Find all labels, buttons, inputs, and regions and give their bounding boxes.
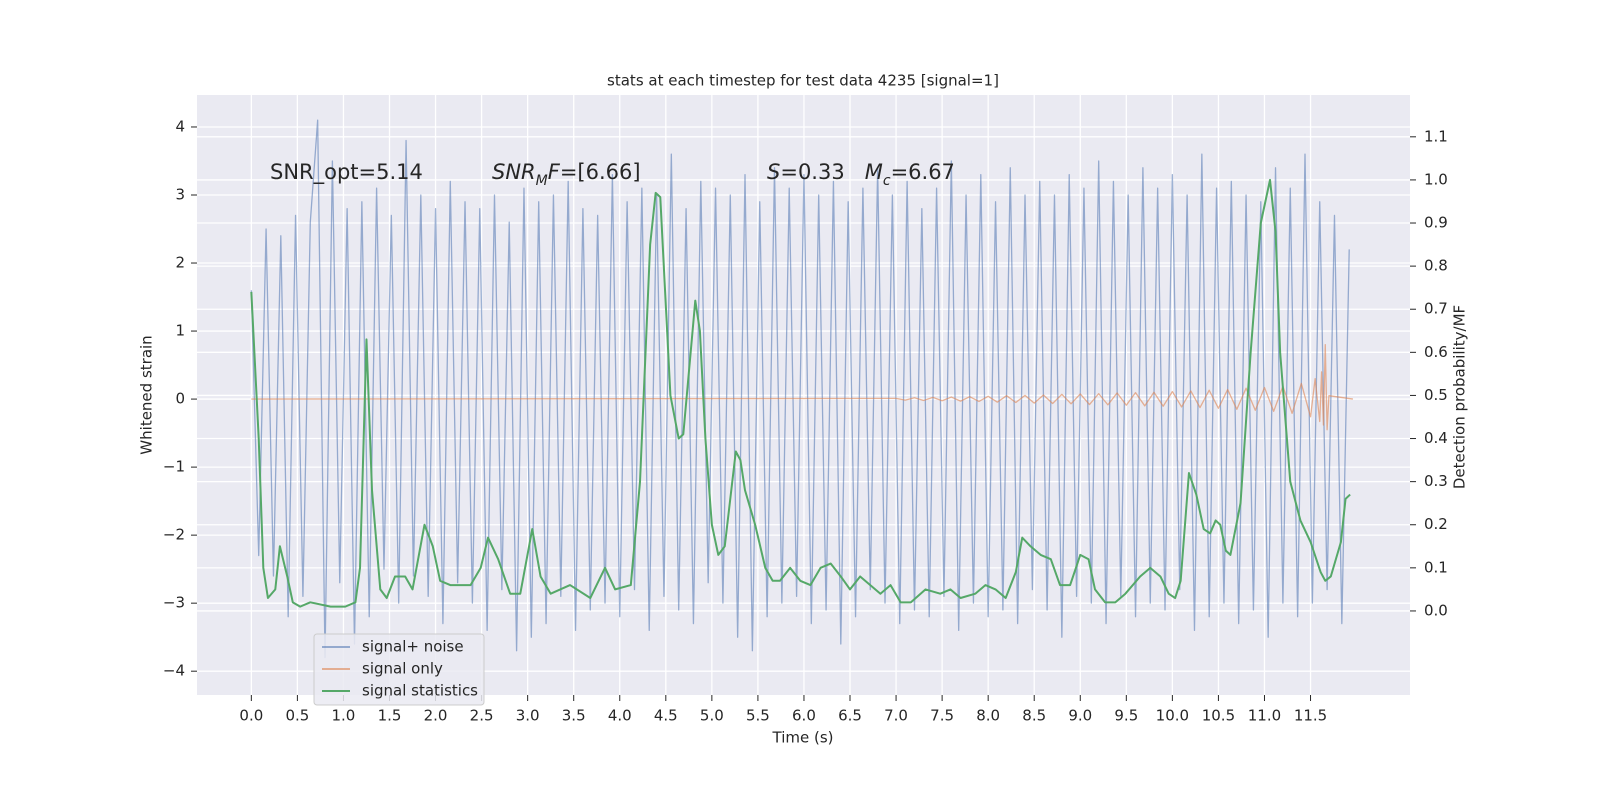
y2-axis-label: Detection probability/MF	[1451, 305, 1469, 489]
y2-tick-label: 0.8	[1424, 257, 1448, 275]
legend-box	[313, 633, 485, 706]
x-tick-label: 11.5	[1294, 707, 1327, 725]
annotation: SNR_opt=5.14	[270, 160, 423, 185]
legend-label: signal statistics	[362, 682, 478, 700]
x-tick-label: 9.0	[1068, 707, 1092, 725]
series-line	[250, 119, 1350, 659]
y2-tick-label: 0.9	[1424, 214, 1448, 232]
y-tick-label: 4	[175, 117, 185, 135]
y-tick-label: 2	[175, 254, 185, 272]
annotation-part: SNR	[492, 160, 536, 184]
y2-tick-label: 1.0	[1424, 170, 1448, 188]
y-tick-label: −3	[163, 594, 185, 612]
y2-tick-label: 1.1	[1424, 127, 1448, 145]
x-tick-label: 7.0	[884, 707, 908, 725]
y2-tick-label: 0.2	[1424, 515, 1448, 533]
x-tick-label: 4.0	[608, 707, 632, 725]
y-tick-label: −1	[163, 458, 185, 476]
annotation-part: M	[536, 173, 548, 189]
x-tick-label: 0.0	[239, 707, 263, 725]
x-tick-label: 10.0	[1156, 707, 1189, 725]
x-tick-label: 2.0	[424, 707, 448, 725]
annotation-part: SNR_opt=5.14	[270, 160, 423, 185]
series-line	[250, 178, 1351, 608]
x-tick-label: 3.0	[516, 707, 540, 725]
y2-tick-label: 0.1	[1424, 558, 1448, 576]
chart-title: stats at each timestep for test data 423…	[607, 72, 999, 90]
y2-tick-label: 0.0	[1424, 601, 1448, 619]
y-tick-label: 0	[175, 390, 185, 408]
legend: signal+ noise signal only signal statistic…	[313, 633, 485, 706]
y2-tick-label: 0.5	[1424, 386, 1448, 404]
x-tick-label: 6.0	[792, 707, 816, 725]
x-tick-label: 5.0	[700, 707, 724, 725]
y-tick-label: −2	[163, 526, 185, 544]
y2-tick-label: 0.4	[1424, 429, 1448, 447]
x-tick-label: 3.5	[562, 707, 586, 725]
x-tick-label: 7.5	[930, 707, 954, 725]
x-tick-label: 1.5	[378, 707, 402, 725]
x-tick-label: 5.5	[746, 707, 770, 725]
x-tick-label: 6.5	[838, 707, 862, 725]
x-tick-label: 11.0	[1248, 707, 1281, 725]
y-tick-label: −4	[163, 662, 185, 680]
annotation-part: S	[767, 160, 780, 184]
annotation-part: =0.33	[780, 160, 864, 184]
x-tick-label: 4.5	[654, 707, 678, 725]
annotation: SNRMF=[6.66]	[492, 160, 641, 189]
y-axis-label: Whitened strain	[138, 335, 156, 454]
y2-tick-label: 0.7	[1424, 300, 1448, 318]
annotation-part: =6.67	[891, 160, 955, 184]
y2-tick-label: 0.3	[1424, 472, 1448, 490]
annotation-part: M	[865, 160, 883, 184]
legend-label: signal only	[362, 660, 443, 678]
x-tick-label: 2.5	[470, 707, 494, 725]
y-tick-label: 3	[175, 186, 185, 204]
x-axis-label: Time (s)	[772, 729, 834, 747]
x-tick-label: 8.0	[976, 707, 1000, 725]
x-tick-label: 10.5	[1202, 707, 1235, 725]
annotation-part: c	[883, 173, 891, 189]
x-tick-label: 8.5	[1022, 707, 1046, 725]
annotation-part: =[6.66]	[560, 160, 641, 184]
series-line	[251, 344, 1353, 431]
legend-label: signal+ noise	[362, 638, 464, 656]
annotation-part: F	[548, 160, 561, 184]
y2-tick-label: 0.6	[1424, 343, 1448, 361]
x-tick-label: 9.5	[1114, 707, 1138, 725]
x-tick-label: 0.5	[285, 707, 309, 725]
x-tick-label: 1.0	[332, 707, 356, 725]
annotation: S=0.33 Mc=6.67	[767, 160, 955, 189]
y-tick-label: 1	[175, 322, 185, 340]
